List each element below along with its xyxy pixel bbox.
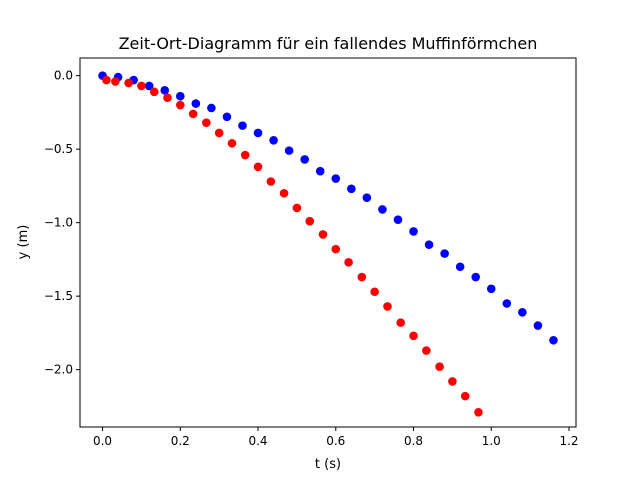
y-axis-ticks: 0.0 −0.5 −1.0 −1.5 −2.0 (44, 69, 80, 377)
data-point (191, 99, 201, 108)
data-point (474, 407, 483, 417)
data-point (460, 391, 470, 401)
data-point (238, 121, 247, 130)
data-point (149, 87, 159, 97)
data-point (300, 155, 309, 164)
data-point (383, 302, 392, 311)
data-point (269, 136, 278, 145)
data-point (518, 308, 527, 317)
data-point (214, 128, 224, 138)
data-point (227, 138, 237, 148)
data-point (207, 103, 216, 113)
data-point (160, 86, 170, 95)
data-point (137, 81, 146, 91)
data-point (549, 335, 558, 345)
series-1 (98, 71, 558, 345)
y-tick-label: −2.0 (44, 363, 73, 377)
plot-area (98, 71, 558, 417)
y-tick-label: −0.5 (44, 142, 73, 156)
data-point (533, 321, 543, 330)
data-point (240, 150, 250, 160)
y-tick-label: −1.0 (44, 216, 73, 230)
data-point (455, 262, 465, 272)
data-point (222, 112, 232, 122)
data-point (424, 240, 434, 250)
data-point (409, 331, 418, 341)
data-point (448, 377, 457, 386)
data-point (266, 177, 276, 186)
axes-frame (79, 57, 577, 428)
data-point (347, 184, 356, 194)
data-point (175, 100, 185, 110)
y-tick-label: 0.0 (54, 69, 73, 83)
data-point (124, 78, 133, 88)
data-point (440, 249, 449, 258)
x-tick-label: 0.4 (248, 434, 267, 448)
data-point (163, 93, 172, 102)
chart-title: Zeit-Ort-Diagramm für ein fallendes Muff… (119, 34, 538, 53)
x-axis-ticks: 0.0 0.2 0.4 0.6 0.8 1.0 1.2 (93, 427, 579, 448)
data-point (344, 258, 353, 267)
data-point (331, 174, 341, 183)
data-point (435, 362, 444, 372)
data-point (315, 166, 325, 176)
x-tick-label: 0.0 (93, 434, 112, 448)
y-axis-label: y (m) (16, 225, 31, 260)
data-point (471, 272, 481, 282)
x-tick-label: 1.2 (559, 434, 578, 448)
data-point (175, 91, 185, 101)
data-point (188, 109, 198, 119)
data-point (284, 146, 294, 155)
data-point (370, 287, 379, 297)
data-point (502, 299, 512, 308)
data-point (102, 75, 111, 85)
data-point (393, 215, 403, 225)
data-point (378, 205, 387, 214)
x-axis-label: t (s) (315, 457, 341, 472)
data-point (409, 227, 418, 236)
data-point (357, 272, 367, 282)
data-point (318, 230, 328, 239)
data-point (396, 318, 405, 327)
x-tick-label: 1.0 (482, 434, 501, 448)
y-tick-label: −1.5 (44, 289, 73, 303)
data-point (202, 118, 211, 127)
x-tick-label: 0.6 (326, 434, 345, 448)
x-tick-label: 0.8 (404, 434, 423, 448)
data-point (331, 244, 341, 254)
data-point (253, 128, 263, 138)
series-2 (102, 75, 483, 417)
data-point (305, 216, 315, 226)
data-point (253, 162, 263, 172)
data-point (362, 193, 372, 202)
data-point (111, 77, 120, 86)
data-point (279, 188, 289, 198)
x-tick-label: 0.2 (171, 434, 190, 448)
data-point (144, 81, 154, 91)
data-point (422, 346, 431, 355)
data-point (292, 203, 302, 213)
data-point (486, 284, 496, 294)
